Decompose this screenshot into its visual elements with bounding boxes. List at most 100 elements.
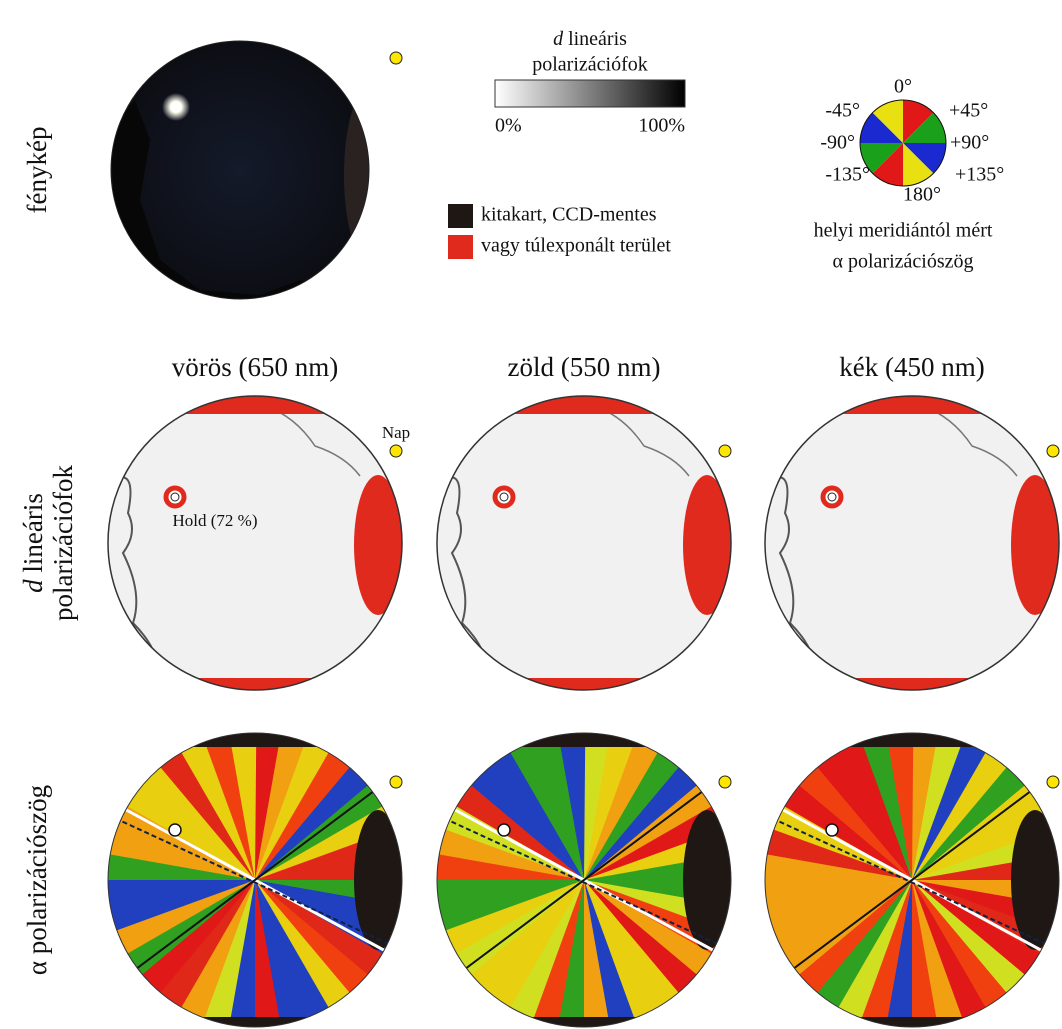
angle-wheel: [859, 99, 947, 187]
angle-sector: [582, 880, 610, 1027]
angle-sector: [782, 783, 912, 880]
angle-sector: [837, 739, 912, 880]
angle-sector: [255, 805, 396, 880]
angle-sector: [584, 733, 637, 880]
degree-panel: [765, 396, 1059, 690]
angle-label: 180°: [903, 184, 941, 206]
moon-label: Hold (72 %): [173, 511, 258, 530]
masked-area: [765, 1017, 1059, 1027]
angle-label: -45°: [825, 100, 860, 122]
angle-sector: [443, 880, 584, 955]
wheel-sector: [860, 143, 903, 174]
angle-sector: [488, 750, 584, 880]
row-label-line: lineáris: [18, 493, 48, 572]
row-label-line: polarizációfok: [48, 465, 78, 621]
angle-sector: [180, 739, 255, 880]
wheel-sector: [872, 143, 903, 186]
masked-area: [765, 396, 1059, 414]
angle-sector: [912, 880, 1042, 977]
angle-sector: [204, 733, 255, 880]
angle-sector: [229, 733, 257, 880]
degree-panel: [108, 396, 402, 690]
moon: [827, 492, 837, 502]
angle-sector: [454, 783, 584, 880]
angle-sector: [859, 880, 912, 1027]
masked-area: [1011, 475, 1059, 615]
angle-sector: [437, 827, 584, 880]
legend-title-line: lineáris: [568, 28, 627, 50]
mask-swatch: [448, 204, 473, 228]
angle-sector: [584, 805, 725, 880]
angle-sector: [487, 880, 584, 1010]
masked-area: [683, 810, 731, 950]
masked-area: [108, 678, 402, 690]
angle-sector: [584, 880, 659, 1021]
angle-sector: [910, 880, 938, 1027]
caption: α polarizációszög: [833, 251, 974, 273]
legend-max: 100%: [638, 115, 685, 137]
masked-area: [765, 678, 1059, 690]
angle-sector: [469, 765, 584, 880]
angle-sector: [886, 733, 914, 880]
angle-sector: [584, 765, 699, 880]
masked-area: [437, 396, 731, 414]
wheel-sector: [903, 100, 934, 143]
mask-label: vagy túlexponált terület: [481, 235, 671, 257]
legend-min: 0%: [495, 115, 522, 137]
masked-area: [354, 810, 402, 950]
angle-label: -135°: [825, 164, 870, 186]
angle-label: 0°: [894, 76, 912, 98]
angle-sector: [815, 880, 912, 1010]
angle-sector: [836, 880, 912, 1021]
angle-sector: [253, 880, 281, 1027]
background: [108, 396, 402, 690]
neutral-line: [437, 814, 731, 951]
angle-sector: [508, 880, 584, 1021]
symbol: d: [18, 579, 48, 593]
moon: [170, 492, 180, 502]
column-title: zöld (550 nm): [508, 352, 661, 382]
angle-sector: [558, 733, 586, 880]
gradient-bar: [494, 79, 686, 108]
angle-label: +45°: [949, 100, 988, 122]
row-label: d lineáris: [18, 493, 48, 593]
angle-sector: [533, 733, 584, 880]
angle-label: +135°: [955, 164, 1004, 186]
angle-sector: [108, 880, 255, 931]
masked-area: [437, 678, 731, 690]
sun: [1046, 444, 1060, 458]
moon: [497, 823, 511, 837]
angle-sector: [125, 783, 255, 880]
angle-sector: [255, 765, 370, 880]
angle-sector: [255, 880, 351, 1010]
sun: [1046, 775, 1060, 789]
masked-area: [683, 475, 731, 615]
angle-sector: [912, 733, 965, 880]
angle-sector: [912, 880, 1008, 1010]
background: [765, 396, 1059, 690]
sun-line: [437, 769, 731, 991]
angle-sector: [912, 880, 963, 1027]
angle-sector: [771, 880, 912, 955]
moon: [499, 492, 509, 502]
angle-sector: [861, 733, 912, 880]
angle-sector: [912, 805, 1053, 880]
angle-sector: [531, 880, 584, 1027]
rim: [107, 732, 403, 1028]
angle-sector: [584, 739, 660, 880]
angle-sector: [797, 880, 912, 995]
angle-label: +90°: [950, 132, 989, 154]
angle-sector: [202, 880, 255, 1027]
angle-sector: [765, 880, 912, 931]
angle-sector: [140, 880, 255, 995]
row-label: α polarizációszög: [22, 785, 52, 975]
angle-sector: [255, 750, 352, 880]
rim: [436, 732, 732, 1028]
sun: [389, 444, 403, 458]
masked-area: [437, 733, 731, 747]
mask-label: kitakart, CCD-mentes: [481, 204, 657, 226]
caption: helyi meridiántól mért: [814, 220, 993, 242]
sun-line: [765, 769, 1059, 991]
angle-sector: [912, 880, 1027, 995]
